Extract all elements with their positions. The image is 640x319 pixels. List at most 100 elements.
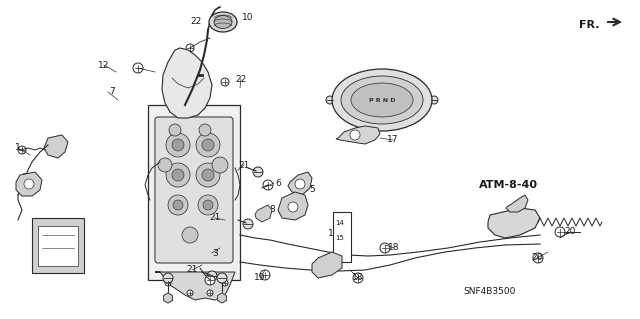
Polygon shape: [44, 135, 68, 158]
Circle shape: [169, 124, 181, 136]
Circle shape: [168, 195, 188, 215]
Ellipse shape: [332, 69, 432, 131]
Text: 2: 2: [52, 140, 58, 150]
Polygon shape: [16, 172, 42, 196]
Text: 14: 14: [332, 213, 344, 222]
Ellipse shape: [214, 16, 232, 28]
Circle shape: [196, 163, 220, 187]
Circle shape: [253, 167, 263, 177]
Circle shape: [350, 130, 360, 140]
Circle shape: [205, 275, 215, 285]
Circle shape: [166, 133, 190, 157]
Circle shape: [221, 78, 229, 86]
Text: 4: 4: [295, 206, 301, 216]
Text: 21: 21: [209, 213, 221, 222]
Circle shape: [186, 44, 194, 52]
Text: 8: 8: [269, 205, 275, 214]
Text: 15: 15: [328, 229, 340, 239]
Circle shape: [196, 72, 202, 78]
Circle shape: [207, 271, 217, 281]
Text: 7: 7: [109, 87, 115, 97]
Circle shape: [295, 179, 305, 189]
Text: 20: 20: [564, 227, 576, 236]
Ellipse shape: [341, 76, 423, 124]
Circle shape: [166, 163, 190, 187]
Circle shape: [133, 63, 143, 73]
Polygon shape: [218, 293, 227, 303]
Circle shape: [260, 270, 270, 280]
Circle shape: [187, 290, 193, 296]
Circle shape: [172, 169, 184, 181]
Text: 13: 13: [51, 243, 61, 253]
Text: 1: 1: [15, 144, 21, 152]
Polygon shape: [155, 272, 235, 300]
Circle shape: [182, 227, 198, 243]
Circle shape: [172, 139, 184, 151]
Text: ATM-8-40: ATM-8-40: [479, 180, 538, 190]
Ellipse shape: [209, 12, 237, 32]
Circle shape: [163, 273, 173, 283]
Ellipse shape: [351, 83, 413, 117]
Text: 15: 15: [335, 235, 344, 241]
Text: 6: 6: [275, 179, 281, 188]
Circle shape: [217, 273, 227, 283]
Text: 17: 17: [387, 136, 399, 145]
Circle shape: [24, 179, 34, 189]
Bar: [32, 218, 84, 273]
Text: FR.: FR.: [579, 20, 600, 30]
Circle shape: [158, 158, 172, 172]
Circle shape: [380, 243, 390, 253]
Polygon shape: [255, 205, 272, 222]
Circle shape: [202, 169, 214, 181]
Polygon shape: [148, 105, 240, 280]
Text: 21: 21: [238, 160, 250, 169]
Text: P R N D: P R N D: [369, 98, 396, 102]
Circle shape: [203, 200, 213, 210]
Circle shape: [18, 146, 26, 154]
Polygon shape: [312, 252, 342, 278]
Text: 21: 21: [186, 265, 198, 275]
Circle shape: [202, 139, 214, 151]
Text: 14: 14: [335, 220, 344, 226]
Text: 22: 22: [236, 75, 246, 84]
Text: 9: 9: [21, 174, 27, 182]
Text: 16: 16: [392, 95, 404, 105]
Text: 12: 12: [99, 61, 109, 70]
Polygon shape: [162, 48, 212, 118]
Polygon shape: [488, 208, 540, 238]
Circle shape: [555, 227, 565, 237]
Circle shape: [207, 290, 213, 296]
Text: 18: 18: [388, 243, 400, 253]
Polygon shape: [336, 126, 380, 144]
Text: 3: 3: [212, 249, 218, 257]
Circle shape: [196, 133, 220, 157]
Circle shape: [199, 124, 211, 136]
Circle shape: [222, 280, 228, 286]
Circle shape: [243, 219, 253, 229]
Circle shape: [533, 253, 543, 263]
Circle shape: [326, 96, 334, 104]
Circle shape: [430, 96, 438, 104]
Text: 18: 18: [352, 273, 364, 283]
Bar: [38, 226, 78, 266]
Circle shape: [212, 157, 228, 173]
Polygon shape: [164, 293, 172, 303]
Circle shape: [198, 195, 218, 215]
Circle shape: [263, 180, 273, 190]
Polygon shape: [288, 172, 312, 195]
Text: 5: 5: [309, 186, 315, 195]
Polygon shape: [506, 195, 528, 212]
Circle shape: [353, 273, 363, 283]
Bar: [333, 212, 351, 262]
Text: 20: 20: [531, 254, 543, 263]
Polygon shape: [278, 192, 308, 220]
Text: 11: 11: [172, 90, 184, 99]
Text: 22: 22: [190, 18, 202, 26]
Text: 10: 10: [243, 13, 253, 23]
Text: 19: 19: [254, 273, 266, 283]
Circle shape: [165, 280, 171, 286]
Text: SNF4B3500: SNF4B3500: [464, 286, 516, 295]
Circle shape: [288, 202, 298, 212]
Circle shape: [173, 200, 183, 210]
FancyBboxPatch shape: [155, 117, 233, 263]
